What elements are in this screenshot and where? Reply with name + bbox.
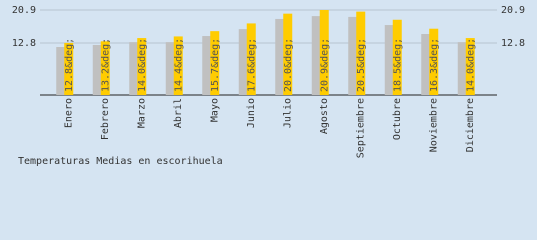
bar <box>384 25 395 95</box>
bar <box>129 42 140 95</box>
bar <box>392 19 402 95</box>
bar <box>56 47 67 95</box>
value-label: 12.8&deg; <box>64 38 75 92</box>
x-tick-label: Enero <box>63 98 74 128</box>
bar <box>137 38 147 95</box>
chart-title: Temperaturas Medias en escorihuela <box>18 156 223 167</box>
bar <box>429 28 439 96</box>
value-label: 14.0&deg; <box>137 38 148 92</box>
value-label: 20.0&deg; <box>283 38 294 92</box>
bar <box>202 36 213 95</box>
chart: Temperaturas Medias en escorihuela 12.8 1… <box>0 0 537 174</box>
x-tick-label: Diciembre <box>465 98 476 152</box>
y-tick-label: 20.9 <box>12 5 36 16</box>
x-tick-label: Agosto <box>319 98 330 134</box>
value-label: 14.0&deg; <box>465 38 476 92</box>
x-tick-label: Octubre <box>392 98 403 140</box>
value-label: 13.2&deg; <box>100 38 111 92</box>
bar <box>356 11 366 96</box>
value-label: 20.5&deg; <box>356 38 367 92</box>
x-tick-label: Marzo <box>136 98 147 128</box>
bar <box>238 29 249 96</box>
x-tick-label: Noviembre <box>428 98 439 152</box>
bar <box>246 23 256 96</box>
x-tick-label: Febrero <box>100 98 111 140</box>
value-label: 20.9&deg; <box>319 38 330 92</box>
value-label: 15.7&deg; <box>210 38 221 92</box>
bar <box>275 18 286 95</box>
bar <box>210 31 220 96</box>
x-tick-label: Junio <box>246 98 257 128</box>
bar <box>283 13 293 96</box>
x-tick-label: Julio <box>282 98 293 128</box>
x-tick-label: Abril <box>173 98 184 128</box>
bar <box>319 10 329 95</box>
bar <box>64 42 74 95</box>
bar <box>421 33 432 95</box>
bar <box>457 42 468 95</box>
value-label: 17.6&deg; <box>246 38 257 92</box>
x-tick-label: Septiembre <box>355 98 366 158</box>
background <box>0 0 537 174</box>
x-tick-label: Mayo <box>209 98 220 122</box>
bar <box>311 16 322 95</box>
y-tick-label: 12.8 <box>12 38 36 49</box>
bar <box>165 42 176 95</box>
value-label: 18.5&deg; <box>392 38 403 92</box>
y-tick-label-right: 20.9 <box>501 5 525 16</box>
bar <box>92 44 103 95</box>
bar <box>465 38 475 95</box>
bar <box>348 16 359 95</box>
y-tick-label-right: 12.8 <box>501 38 525 49</box>
value-label: 14.4&deg; <box>173 38 184 92</box>
bar <box>173 36 183 95</box>
bar <box>100 41 110 95</box>
value-label: 16.3&deg; <box>429 38 440 92</box>
